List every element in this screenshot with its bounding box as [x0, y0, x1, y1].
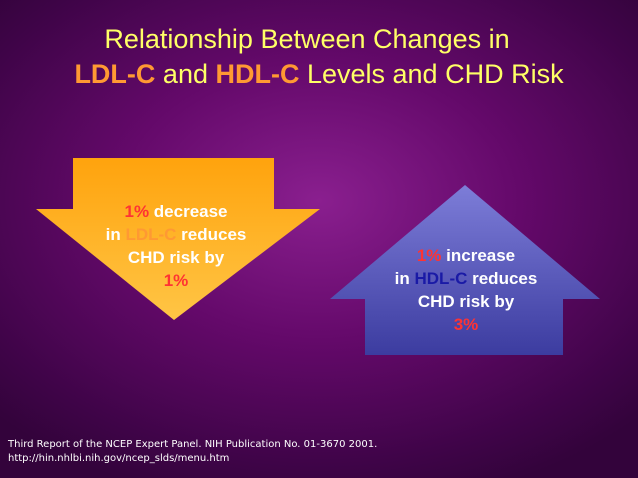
up-arrow-shape: [330, 185, 600, 355]
slide-title-line2: LDL-C and HDL-C Levels and CHD Risk: [0, 57, 638, 91]
up-reduces: reduces: [467, 269, 538, 288]
up-line3: CHD risk by: [417, 292, 515, 311]
down-arrow-shape: [36, 158, 320, 320]
footnote-citation: Third Report of the NCEP Expert Panel. N…: [8, 439, 378, 450]
down-word: decrease: [149, 202, 228, 221]
down-ldl-c: LDL-C: [125, 225, 177, 244]
footnote-url: http://hin.nhlbi.nih.gov/ncep_slds/menu.…: [8, 453, 230, 464]
up-line1: 1% increase: [366, 244, 566, 267]
slide-title-line1: Relationship Between Changes in: [104, 24, 510, 54]
title-rest: Levels and CHD Risk: [299, 59, 564, 89]
title-ldl-c: LDL-C: [74, 59, 156, 89]
down-pct: 1%: [124, 202, 150, 221]
up-in: in: [394, 269, 415, 288]
up-line2: in HDL-C reduces: [366, 267, 566, 290]
down-line2: in LDL-C reduces: [76, 223, 276, 246]
down-reduces: reduces: [176, 225, 247, 244]
title-hdl-c: HDL-C: [215, 59, 300, 89]
up-line4: 3%: [453, 315, 479, 334]
up-arrow-text: 1% increase in HDL-C reduces CHD risk by…: [366, 244, 566, 336]
down-arrow-text: 1% decrease in LDL-C reduces CHD risk by…: [76, 200, 276, 292]
down-line1: 1% decrease: [76, 200, 276, 223]
up-word: increase: [441, 246, 516, 265]
down-line4: 1%: [163, 271, 189, 290]
title-and: and: [155, 59, 216, 89]
up-hdl-c: HDL-C: [414, 269, 468, 288]
down-line3: CHD risk by: [127, 248, 225, 267]
up-pct: 1%: [416, 246, 442, 265]
down-in: in: [105, 225, 126, 244]
